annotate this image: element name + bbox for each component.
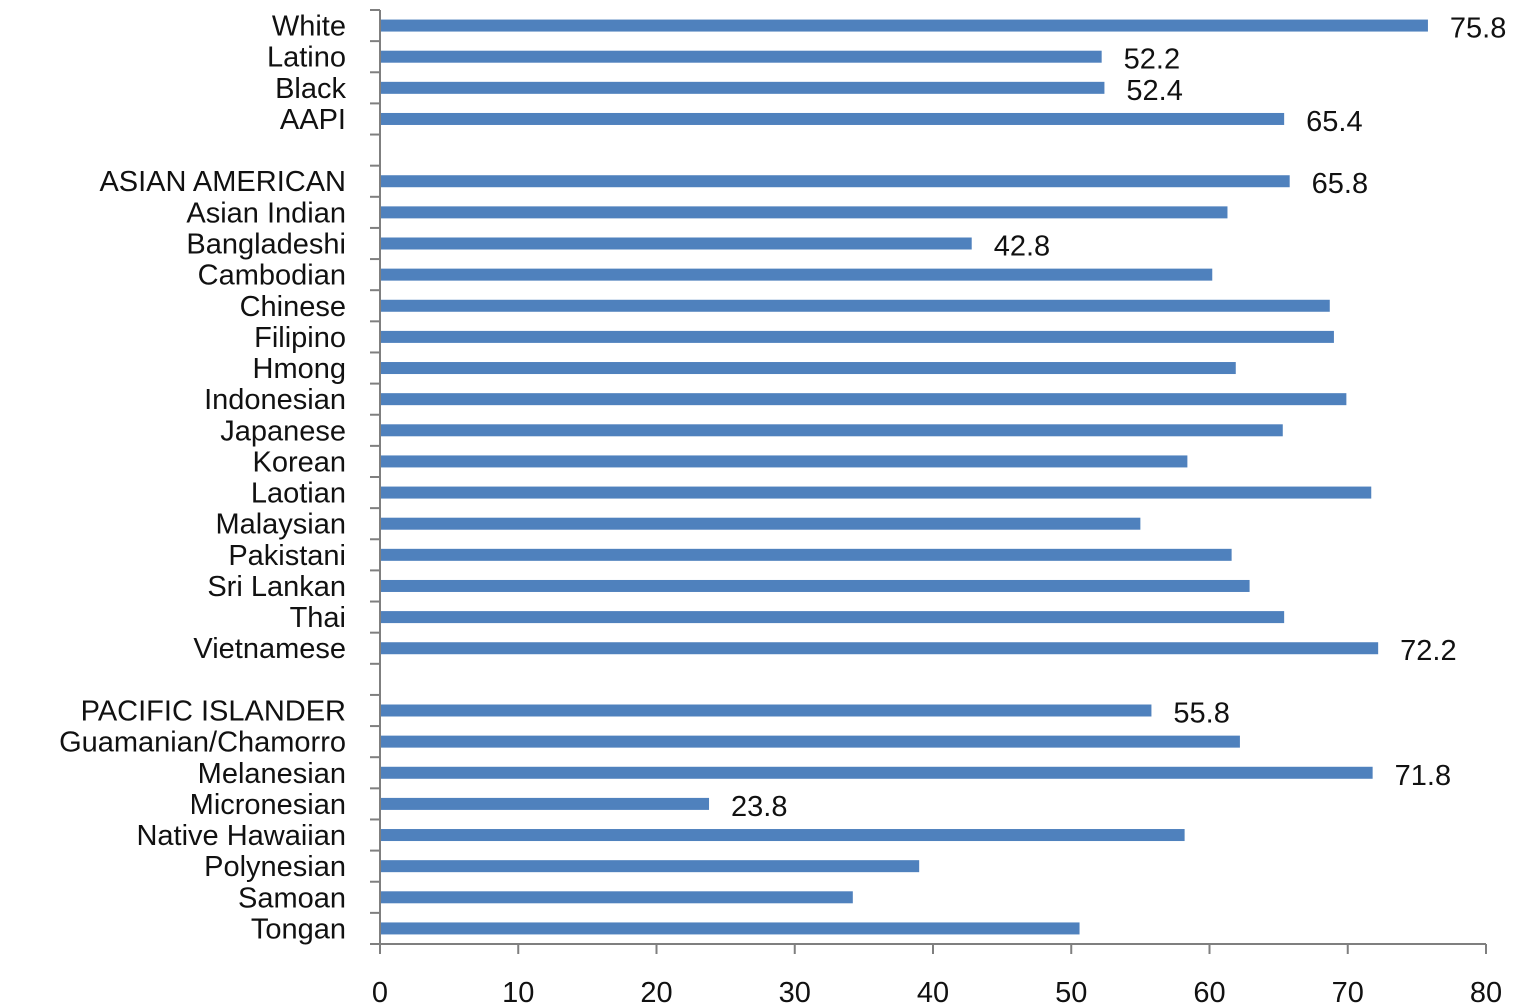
- data-label-pacific-islander: 55.8: [1173, 698, 1229, 730]
- bar-tongan: [380, 922, 1080, 935]
- category-label-hmong: Hmong: [253, 353, 347, 385]
- category-label-chinese: Chinese: [240, 291, 346, 323]
- category-label-native-hawaiian: Native Hawaiian: [136, 820, 346, 852]
- category-label-vietnamese: Vietnamese: [193, 633, 346, 665]
- category-label-white: White: [272, 11, 346, 43]
- category-label-cambodian: Cambodian: [198, 260, 346, 292]
- category-label-filipino: Filipino: [254, 322, 346, 354]
- x-tick-label-30: 30: [779, 977, 811, 1008]
- bar-indonesian: [380, 393, 1347, 406]
- category-label-aapi: AAPI: [280, 104, 346, 136]
- bar-melanesian: [380, 766, 1373, 779]
- x-tick-label-0: 0: [372, 977, 388, 1008]
- data-label-asian-american: 65.8: [1312, 168, 1368, 200]
- x-tick-label-70: 70: [1332, 977, 1364, 1008]
- category-label-malaysian: Malaysian: [215, 509, 346, 541]
- y-axis-ticks: [370, 9, 380, 945]
- category-label-pakistani: Pakistani: [228, 540, 346, 572]
- bar-laotian: [380, 486, 1372, 499]
- category-label-asian-american: ASIAN AMERICAN: [99, 166, 346, 198]
- category-label-samoan: Samoan: [238, 882, 346, 914]
- bar-pacific-islander: [380, 704, 1152, 717]
- x-tick-label-20: 20: [640, 977, 672, 1008]
- category-label-bangladeshi: Bangladeshi: [186, 229, 346, 261]
- category-label-japanese: Japanese: [220, 415, 346, 447]
- data-label-micronesian: 23.8: [731, 791, 787, 823]
- category-label-laotian: Laotian: [251, 478, 346, 510]
- bar-guamanian-chamorro: [380, 735, 1240, 748]
- bar-asian-american: [380, 175, 1290, 188]
- category-label-polynesian: Polynesian: [204, 851, 346, 883]
- bar-black: [380, 81, 1105, 94]
- x-tick-labels: 0 10 20 30 40 50 60 70 80: [372, 977, 1502, 1008]
- bar-native-hawaiian: [380, 829, 1185, 842]
- category-label-tongan: Tongan: [251, 913, 346, 945]
- x-tick-label-40: 40: [917, 977, 949, 1008]
- x-tick-label-10: 10: [502, 977, 534, 1008]
- bar-asian-indian: [380, 206, 1228, 219]
- data-labels: 75.8 52.252.4 65.4 65.8 42.8 72.2 55.8 71.8 23.8: [731, 13, 1506, 823]
- bar-filipino: [380, 330, 1334, 343]
- bar-polynesian: [380, 860, 920, 873]
- category-label-korean: Korean: [252, 446, 346, 478]
- bar-samoan: [380, 891, 853, 904]
- category-label-micronesian: Micronesian: [190, 789, 346, 821]
- data-label-latino: 52.2: [1124, 44, 1180, 76]
- category-label-black: Black: [275, 73, 346, 105]
- bar-thai: [380, 611, 1285, 624]
- data-label-aapi: 65.4: [1306, 106, 1362, 138]
- data-label-bangladeshi: 42.8: [994, 231, 1050, 263]
- category-label-thai: Thai: [290, 602, 346, 634]
- data-label-vietnamese: 72.2: [1400, 635, 1456, 667]
- data-label-white: 75.8: [1450, 13, 1506, 45]
- category-label-pacific-islander: PACIFIC ISLANDER: [81, 696, 346, 728]
- bars: [380, 19, 1428, 935]
- bar-chinese: [380, 299, 1330, 312]
- data-label-melanesian: 71.8: [1395, 760, 1451, 792]
- data-label-black: 52.4: [1126, 75, 1182, 107]
- bar-malaysian: [380, 517, 1141, 530]
- bar-pakistani: [380, 548, 1232, 561]
- bar-white: [380, 19, 1428, 32]
- bar-bangladeshi: [380, 237, 972, 250]
- category-label-indonesian: Indonesian: [204, 384, 346, 416]
- x-axis-ticks: [379, 944, 1487, 954]
- bar-vietnamese: [380, 642, 1379, 655]
- category-label-melanesian: Melanesian: [198, 758, 346, 790]
- category-label-latino: Latino: [267, 42, 346, 74]
- bar-korean: [380, 455, 1188, 468]
- bar-cambodian: [380, 268, 1213, 281]
- x-tick-label-50: 50: [1055, 977, 1087, 1008]
- category-label-guamanian-chamorro: Guamanian/Chamorro: [59, 727, 346, 759]
- category-label-asian-indian: Asian Indian: [186, 197, 346, 229]
- bar-latino: [380, 50, 1102, 63]
- bar-hmong: [380, 362, 1236, 375]
- category-label-sri-lankan: Sri Lankan: [207, 571, 346, 603]
- bar-aapi: [380, 112, 1285, 125]
- bar-japanese: [380, 424, 1283, 437]
- x-tick-label-60: 60: [1193, 977, 1225, 1008]
- bar-micronesian: [380, 797, 710, 810]
- x-tick-label-80: 80: [1470, 977, 1502, 1008]
- bar-sri-lankan: [380, 579, 1250, 592]
